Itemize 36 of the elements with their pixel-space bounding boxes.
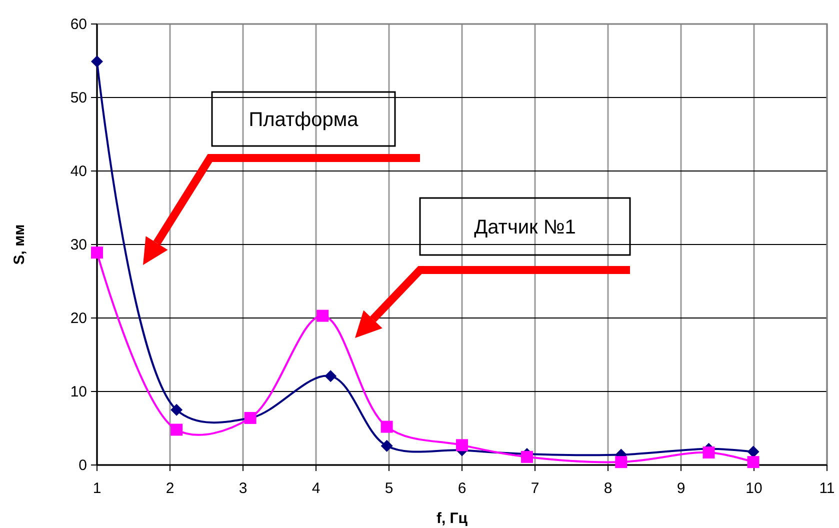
x-tick-label: 4 (312, 480, 320, 497)
y-tick-label: 30 (70, 236, 87, 254)
y-tick-label: 0 (78, 457, 87, 474)
x-tick-label: 5 (384, 480, 394, 497)
y-axis-title: S, мм (11, 224, 28, 265)
point (91, 246, 103, 259)
point (747, 456, 760, 468)
x-tick-label: 10 (746, 480, 762, 497)
x-tick-label: 2 (166, 480, 174, 497)
point (324, 370, 337, 382)
x-tick-label: 6 (458, 480, 466, 497)
annotation: Датчик №1 (474, 216, 576, 238)
point (380, 440, 393, 452)
point (456, 439, 468, 452)
point (380, 420, 393, 433)
y-tick-label: 20 (70, 310, 87, 327)
y-tick-label: 60 (70, 16, 87, 33)
point (170, 404, 183, 416)
x-tick-label: 9 (676, 480, 686, 497)
y-tick-label: 10 (70, 384, 87, 400)
point (316, 310, 329, 322)
x-axis-title: f, Гц (436, 510, 468, 527)
point (91, 55, 103, 68)
annotation: Платформа (248, 109, 360, 131)
x-tick-label: 8 (604, 480, 612, 497)
x-tick-label: 7 (530, 480, 540, 497)
x-tick-label: 11 (819, 480, 835, 497)
point (615, 456, 628, 468)
x-tick-label: 3 (238, 480, 248, 497)
y-tick-label: 40 (70, 163, 87, 180)
point (520, 450, 533, 463)
point (702, 446, 715, 459)
point (170, 424, 183, 436)
point (747, 446, 760, 458)
y-tick-label: 50 (70, 90, 87, 106)
x-tick-label: 1 (92, 480, 102, 497)
